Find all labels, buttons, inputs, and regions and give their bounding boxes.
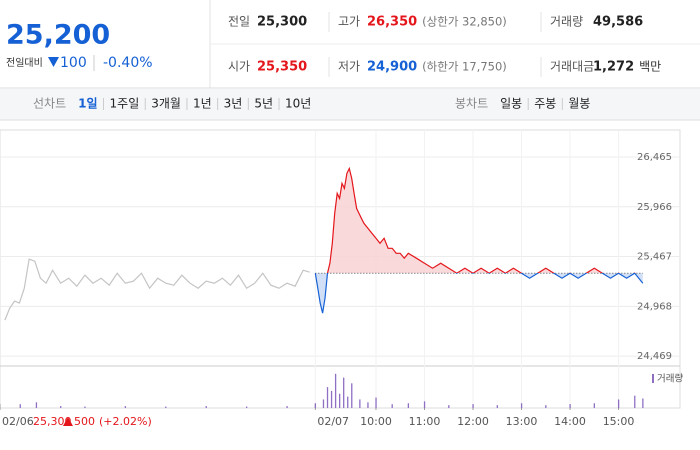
legend-label: 거래량 <box>657 373 683 385</box>
volume-bar <box>35 402 38 408</box>
price: 25,200 <box>6 20 110 51</box>
change: 100 <box>60 55 87 71</box>
stat-value: 1,272 <box>593 60 634 75</box>
x-tick-label: 12:00 <box>457 415 489 428</box>
y-tick-label: 26,465 <box>637 152 672 163</box>
volume-bar <box>347 396 349 408</box>
stat-label: 저가 <box>338 60 360 74</box>
x-tick-label: 10:00 <box>360 415 392 428</box>
volume-bar <box>642 398 644 408</box>
volume-bar <box>407 403 410 408</box>
tab[interactable]: 1년 <box>193 97 212 111</box>
tab-bar <box>0 89 700 120</box>
volume-bar <box>593 403 595 408</box>
volume-bar <box>351 383 353 408</box>
prev-close: 25,300 <box>33 415 72 428</box>
volume-bar <box>165 406 167 408</box>
volume-bar <box>448 405 450 408</box>
prev-change: 500 <box>74 415 95 428</box>
price-line <box>4 258 310 321</box>
y-tick-label: 25,467 <box>637 252 672 263</box>
volume-bar <box>338 393 341 408</box>
stat-value: 25,300 <box>257 15 307 30</box>
y-tick-label: 25,966 <box>637 202 672 213</box>
x-tick-label: 14:00 <box>554 415 586 428</box>
stat-value: 24,900 <box>367 60 417 75</box>
volume-bar <box>634 395 636 408</box>
down-arrow <box>48 57 59 67</box>
tab[interactable]: 일봉 <box>500 97 522 111</box>
volume-bar <box>545 405 547 408</box>
tab[interactable]: 3년 <box>224 97 243 111</box>
x-tick-label: 15:00 <box>603 415 635 428</box>
stat-note: (상한가 32,850) <box>422 15 507 29</box>
stat-label: 거래량 <box>550 15 583 29</box>
volume-bar <box>19 404 21 408</box>
volume-bar <box>423 401 426 408</box>
up-arrow <box>63 417 73 426</box>
stat-label: 전일 <box>228 15 250 29</box>
stat-value: 49,586 <box>593 15 643 30</box>
tab[interactable]: 10년 <box>285 97 311 111</box>
volume-bar <box>496 405 498 408</box>
tab-label: 선차트 <box>33 97 66 111</box>
x-tick-label: 02/07 <box>317 415 349 428</box>
y-tick-label: 24,968 <box>637 301 672 312</box>
volume-bar <box>124 406 127 408</box>
change-pct: -0.40% <box>103 55 153 71</box>
tab[interactable]: 1주일 <box>110 97 140 111</box>
stat-value: 26,350 <box>367 15 417 30</box>
tab[interactable]: 월봉 <box>568 97 590 111</box>
legend-swatch <box>652 374 654 383</box>
tab-label: 봉차트 <box>455 97 488 111</box>
tab[interactable]: 3개월 <box>151 97 181 111</box>
volume-bar <box>326 387 329 408</box>
volume-bar <box>472 404 474 408</box>
volume-bar <box>520 403 523 408</box>
volume-bar <box>391 404 393 408</box>
volume-bar <box>334 373 337 408</box>
prev-change-pct: (+2.02%) <box>99 415 152 428</box>
volume-bar <box>246 406 248 408</box>
stat-label: 시가 <box>228 60 250 74</box>
y-tick-label: 24,469 <box>637 351 672 362</box>
stat-label: 거래대금 <box>550 60 594 74</box>
volume-bar <box>205 406 207 408</box>
x-tick-label: 13:00 <box>506 415 538 428</box>
volume-bar <box>314 403 317 408</box>
stat-note: (하한가 17,750) <box>422 60 507 74</box>
volume-bar <box>322 399 325 408</box>
tab[interactable]: 1일 <box>78 97 97 111</box>
stat-value: 25,350 <box>257 60 307 75</box>
tab[interactable]: 주봉 <box>534 97 556 111</box>
volume-bar <box>375 397 377 408</box>
stat-unit: 백만 <box>639 60 661 74</box>
volume-bar <box>84 406 86 408</box>
volume-bar <box>367 402 369 408</box>
tab[interactable]: 5년 <box>254 97 273 111</box>
change-label: 전일대비 <box>6 57 43 69</box>
price-line <box>314 166 644 314</box>
x-tick-label: 11:00 <box>409 415 441 428</box>
volume-bar <box>286 406 288 408</box>
stat-label: 고가 <box>338 15 360 29</box>
volume-bar <box>569 404 571 408</box>
volume-bar <box>60 406 62 408</box>
volume-bar <box>330 390 333 408</box>
x-tick-label: 02/06 <box>2 415 34 428</box>
volume-bar <box>343 377 345 408</box>
volume-bar <box>617 399 620 408</box>
volume-bar <box>359 399 361 408</box>
